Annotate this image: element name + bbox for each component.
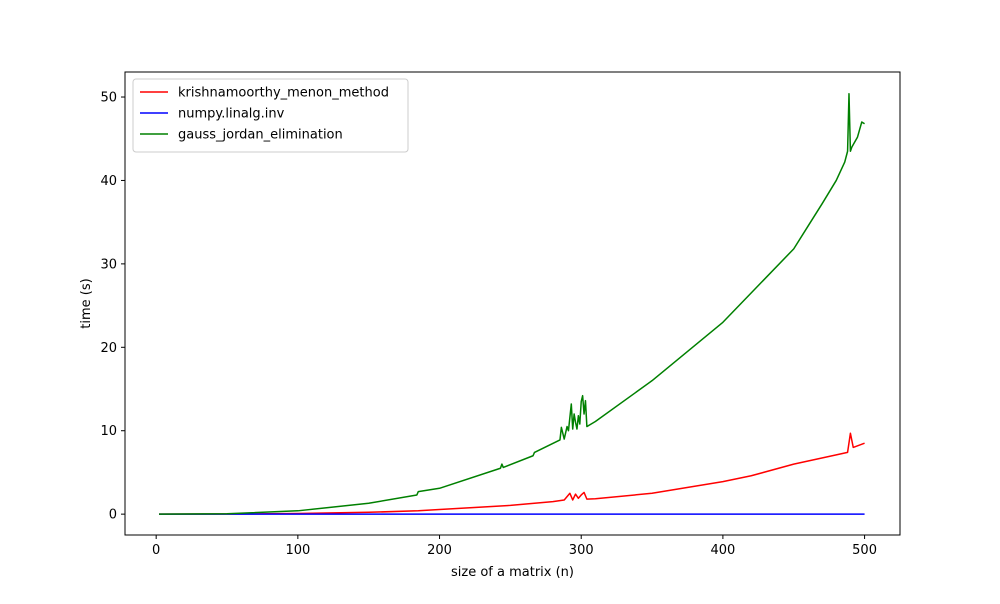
y-tick-label: 40 (100, 174, 117, 189)
y-tick-label: 10 (100, 424, 117, 439)
y-axis-label: time (s) (79, 278, 94, 328)
ticks-layer: 0 100 200 300 400 500 0 10 20 30 40 50 (100, 91, 877, 558)
legend-box (132, 78, 409, 153)
legend-label: gauss_jordan_elimination (178, 128, 343, 143)
y-tick-label: 30 (100, 257, 117, 272)
x-tick-label: 300 (569, 543, 594, 558)
y-tick-label: 50 (100, 91, 117, 106)
series-layer (158, 92, 865, 515)
x-tick-label: 500 (852, 543, 877, 558)
x-tick-label: 0 (152, 543, 160, 558)
legend: krishnamoorthy_menon_method numpy.linalg.… (132, 78, 409, 153)
legend-label: numpy.linalg.inv (178, 107, 285, 122)
x-tick-label: 200 (427, 543, 452, 558)
x-axis-label: size of a matrix (n) (451, 565, 574, 580)
y-tick-label: 0 (109, 508, 117, 523)
x-tick-label: 400 (710, 543, 735, 558)
legend-label: krishnamoorthy_menon_method (178, 86, 389, 101)
series-line-0 (158, 432, 865, 515)
y-tick-label: 20 (100, 341, 117, 356)
plot-frame (124, 71, 901, 536)
series-line-2 (158, 92, 865, 515)
x-tick-label: 100 (285, 543, 310, 558)
